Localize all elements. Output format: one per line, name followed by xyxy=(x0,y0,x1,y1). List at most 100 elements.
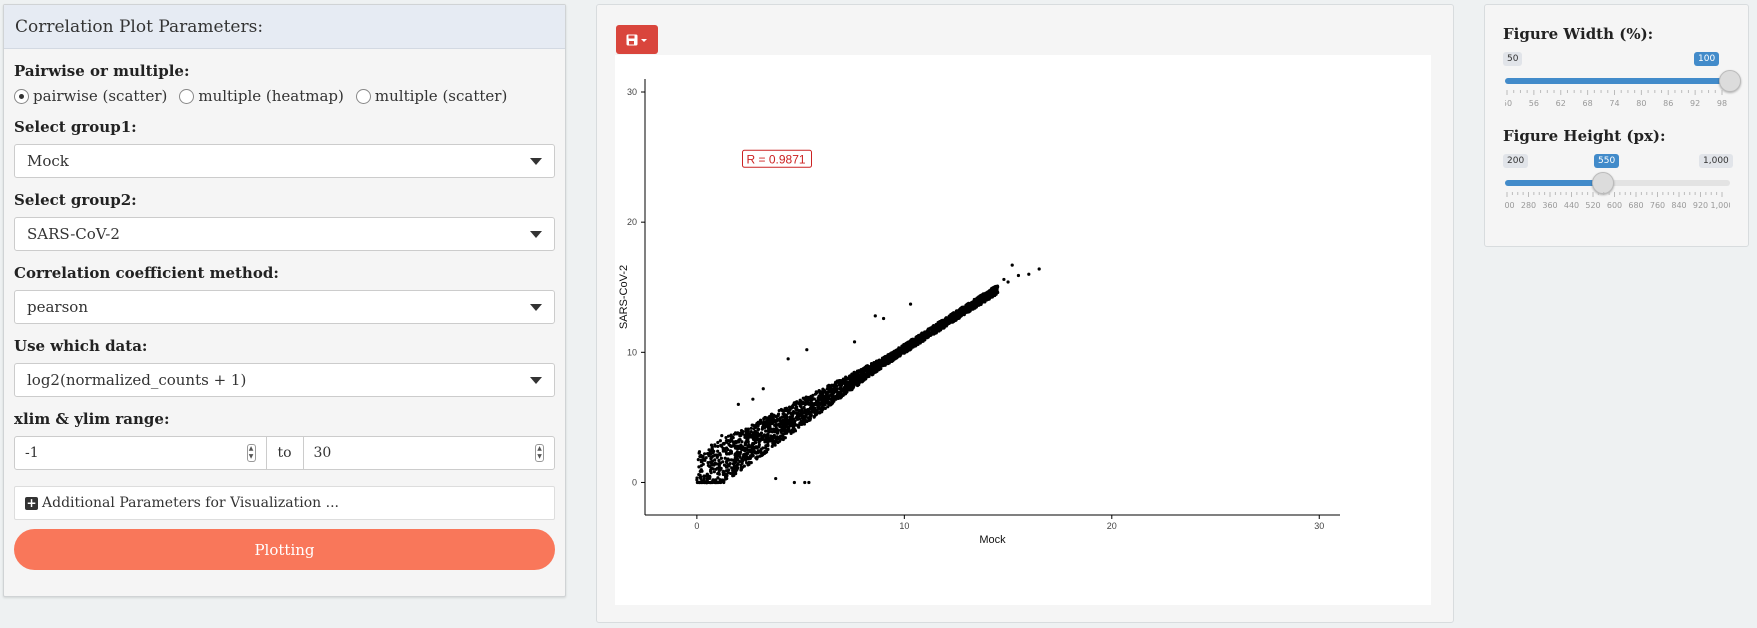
data-point xyxy=(805,400,809,405)
data-point xyxy=(752,427,756,431)
radio-multiple-heatmap[interactable]: multiple (heatmap) xyxy=(179,87,344,105)
data-point xyxy=(767,436,772,440)
radio-pairwise-scatter[interactable]: pairwise (scatter) xyxy=(14,87,167,105)
data-point xyxy=(847,388,851,392)
data-point xyxy=(724,477,728,481)
radio-unchecked-icon[interactable] xyxy=(355,88,371,104)
data-point xyxy=(709,456,713,461)
data-point xyxy=(898,351,902,355)
data-point xyxy=(717,468,721,473)
range-min-input[interactable]: -1 ▲ ▼ xyxy=(14,436,267,470)
data-point xyxy=(845,383,849,387)
slider-tick-label: 520 xyxy=(1585,201,1600,210)
slider-handle[interactable] xyxy=(1719,70,1741,92)
data-point xyxy=(904,341,908,345)
radio-unchecked-icon[interactable] xyxy=(179,88,195,104)
range-max-input[interactable]: 30 ▲ ▼ xyxy=(302,436,555,470)
data-point xyxy=(1016,273,1021,278)
radio-label: multiple (heatmap) xyxy=(198,87,344,105)
data-point xyxy=(825,387,829,391)
data-point xyxy=(992,290,997,294)
data-point xyxy=(758,421,762,426)
additional-parameters-label: Additional Parameters for Visualization … xyxy=(42,495,339,511)
data-point xyxy=(770,444,774,448)
data-point xyxy=(792,417,796,421)
data-point xyxy=(976,300,980,304)
data-point xyxy=(728,439,732,444)
method-select[interactable]: pearson xyxy=(14,290,555,324)
data-point xyxy=(1037,267,1041,271)
data-point xyxy=(725,451,729,456)
plotting-button[interactable]: Plotting xyxy=(14,529,555,570)
data-point xyxy=(722,480,726,485)
data-point xyxy=(740,457,744,461)
data-point xyxy=(835,387,839,391)
data-point xyxy=(697,451,701,455)
data-point xyxy=(713,444,717,448)
data-point xyxy=(782,409,786,413)
data-point xyxy=(732,462,736,466)
save-dropdown-button[interactable] xyxy=(616,25,658,54)
data-point xyxy=(995,284,999,289)
data-point xyxy=(774,422,779,427)
data-point xyxy=(910,338,914,342)
data-point xyxy=(739,433,743,437)
data-point xyxy=(807,412,811,416)
data-point xyxy=(772,429,776,433)
radio-checked-icon[interactable] xyxy=(14,88,29,104)
data-point xyxy=(702,477,706,481)
data-point xyxy=(712,470,716,474)
data-point xyxy=(720,434,724,438)
spinner-icon[interactable]: ▲ ▼ xyxy=(535,444,544,462)
additional-parameters-toggle[interactable]: + Additional Parameters for Visualizatio… xyxy=(14,486,555,520)
slider-tick-label: 920 xyxy=(1693,201,1708,210)
data-point xyxy=(1010,263,1014,267)
data-point xyxy=(847,385,851,389)
data-point xyxy=(985,297,989,301)
data-source-select[interactable]: log2(normalized_counts + 1) xyxy=(14,363,555,397)
data-point xyxy=(729,433,733,437)
data-point xyxy=(827,402,831,406)
correlation-annotation-box xyxy=(742,149,813,168)
data-point xyxy=(707,452,711,457)
data-point xyxy=(798,399,803,403)
data-point xyxy=(822,396,826,400)
data-point xyxy=(796,415,801,419)
data-point xyxy=(861,372,865,377)
data-point xyxy=(822,388,826,393)
data-point xyxy=(850,378,855,382)
data-point xyxy=(744,427,748,431)
range-min-value: -1 xyxy=(25,445,39,461)
data-point xyxy=(792,421,797,425)
group1-select[interactable]: Mock xyxy=(14,144,555,178)
data-point xyxy=(732,458,736,462)
spinner-icon[interactable]: ▲ ▼ xyxy=(246,444,256,462)
data-point xyxy=(696,458,700,462)
data-point xyxy=(708,476,712,480)
slider-tick-label: 440 xyxy=(1564,201,1579,210)
data-point xyxy=(852,340,857,344)
slider-track[interactable] xyxy=(1505,180,1730,186)
data-point xyxy=(803,480,807,485)
slider-tick-label: 86 xyxy=(1663,99,1673,108)
data-point xyxy=(1006,280,1010,284)
data-point xyxy=(699,458,704,462)
plus-square-icon: + xyxy=(25,495,38,510)
data-point xyxy=(894,351,898,355)
data-point xyxy=(811,393,815,397)
data-point xyxy=(979,301,983,305)
radio-multiple-scatter[interactable]: multiple (scatter) xyxy=(355,87,507,105)
data-point xyxy=(706,461,710,465)
slider-handle[interactable] xyxy=(1592,172,1615,194)
data-point xyxy=(947,314,951,319)
group2-select[interactable]: SARS-CoV-2 xyxy=(14,217,555,251)
data-point xyxy=(826,384,830,388)
range-max-value: 30 xyxy=(313,445,332,461)
data-point xyxy=(898,354,902,358)
data-point xyxy=(826,405,830,409)
data-point xyxy=(740,440,744,444)
data-point xyxy=(726,434,731,438)
data-point xyxy=(703,452,707,456)
data-point xyxy=(756,428,760,432)
